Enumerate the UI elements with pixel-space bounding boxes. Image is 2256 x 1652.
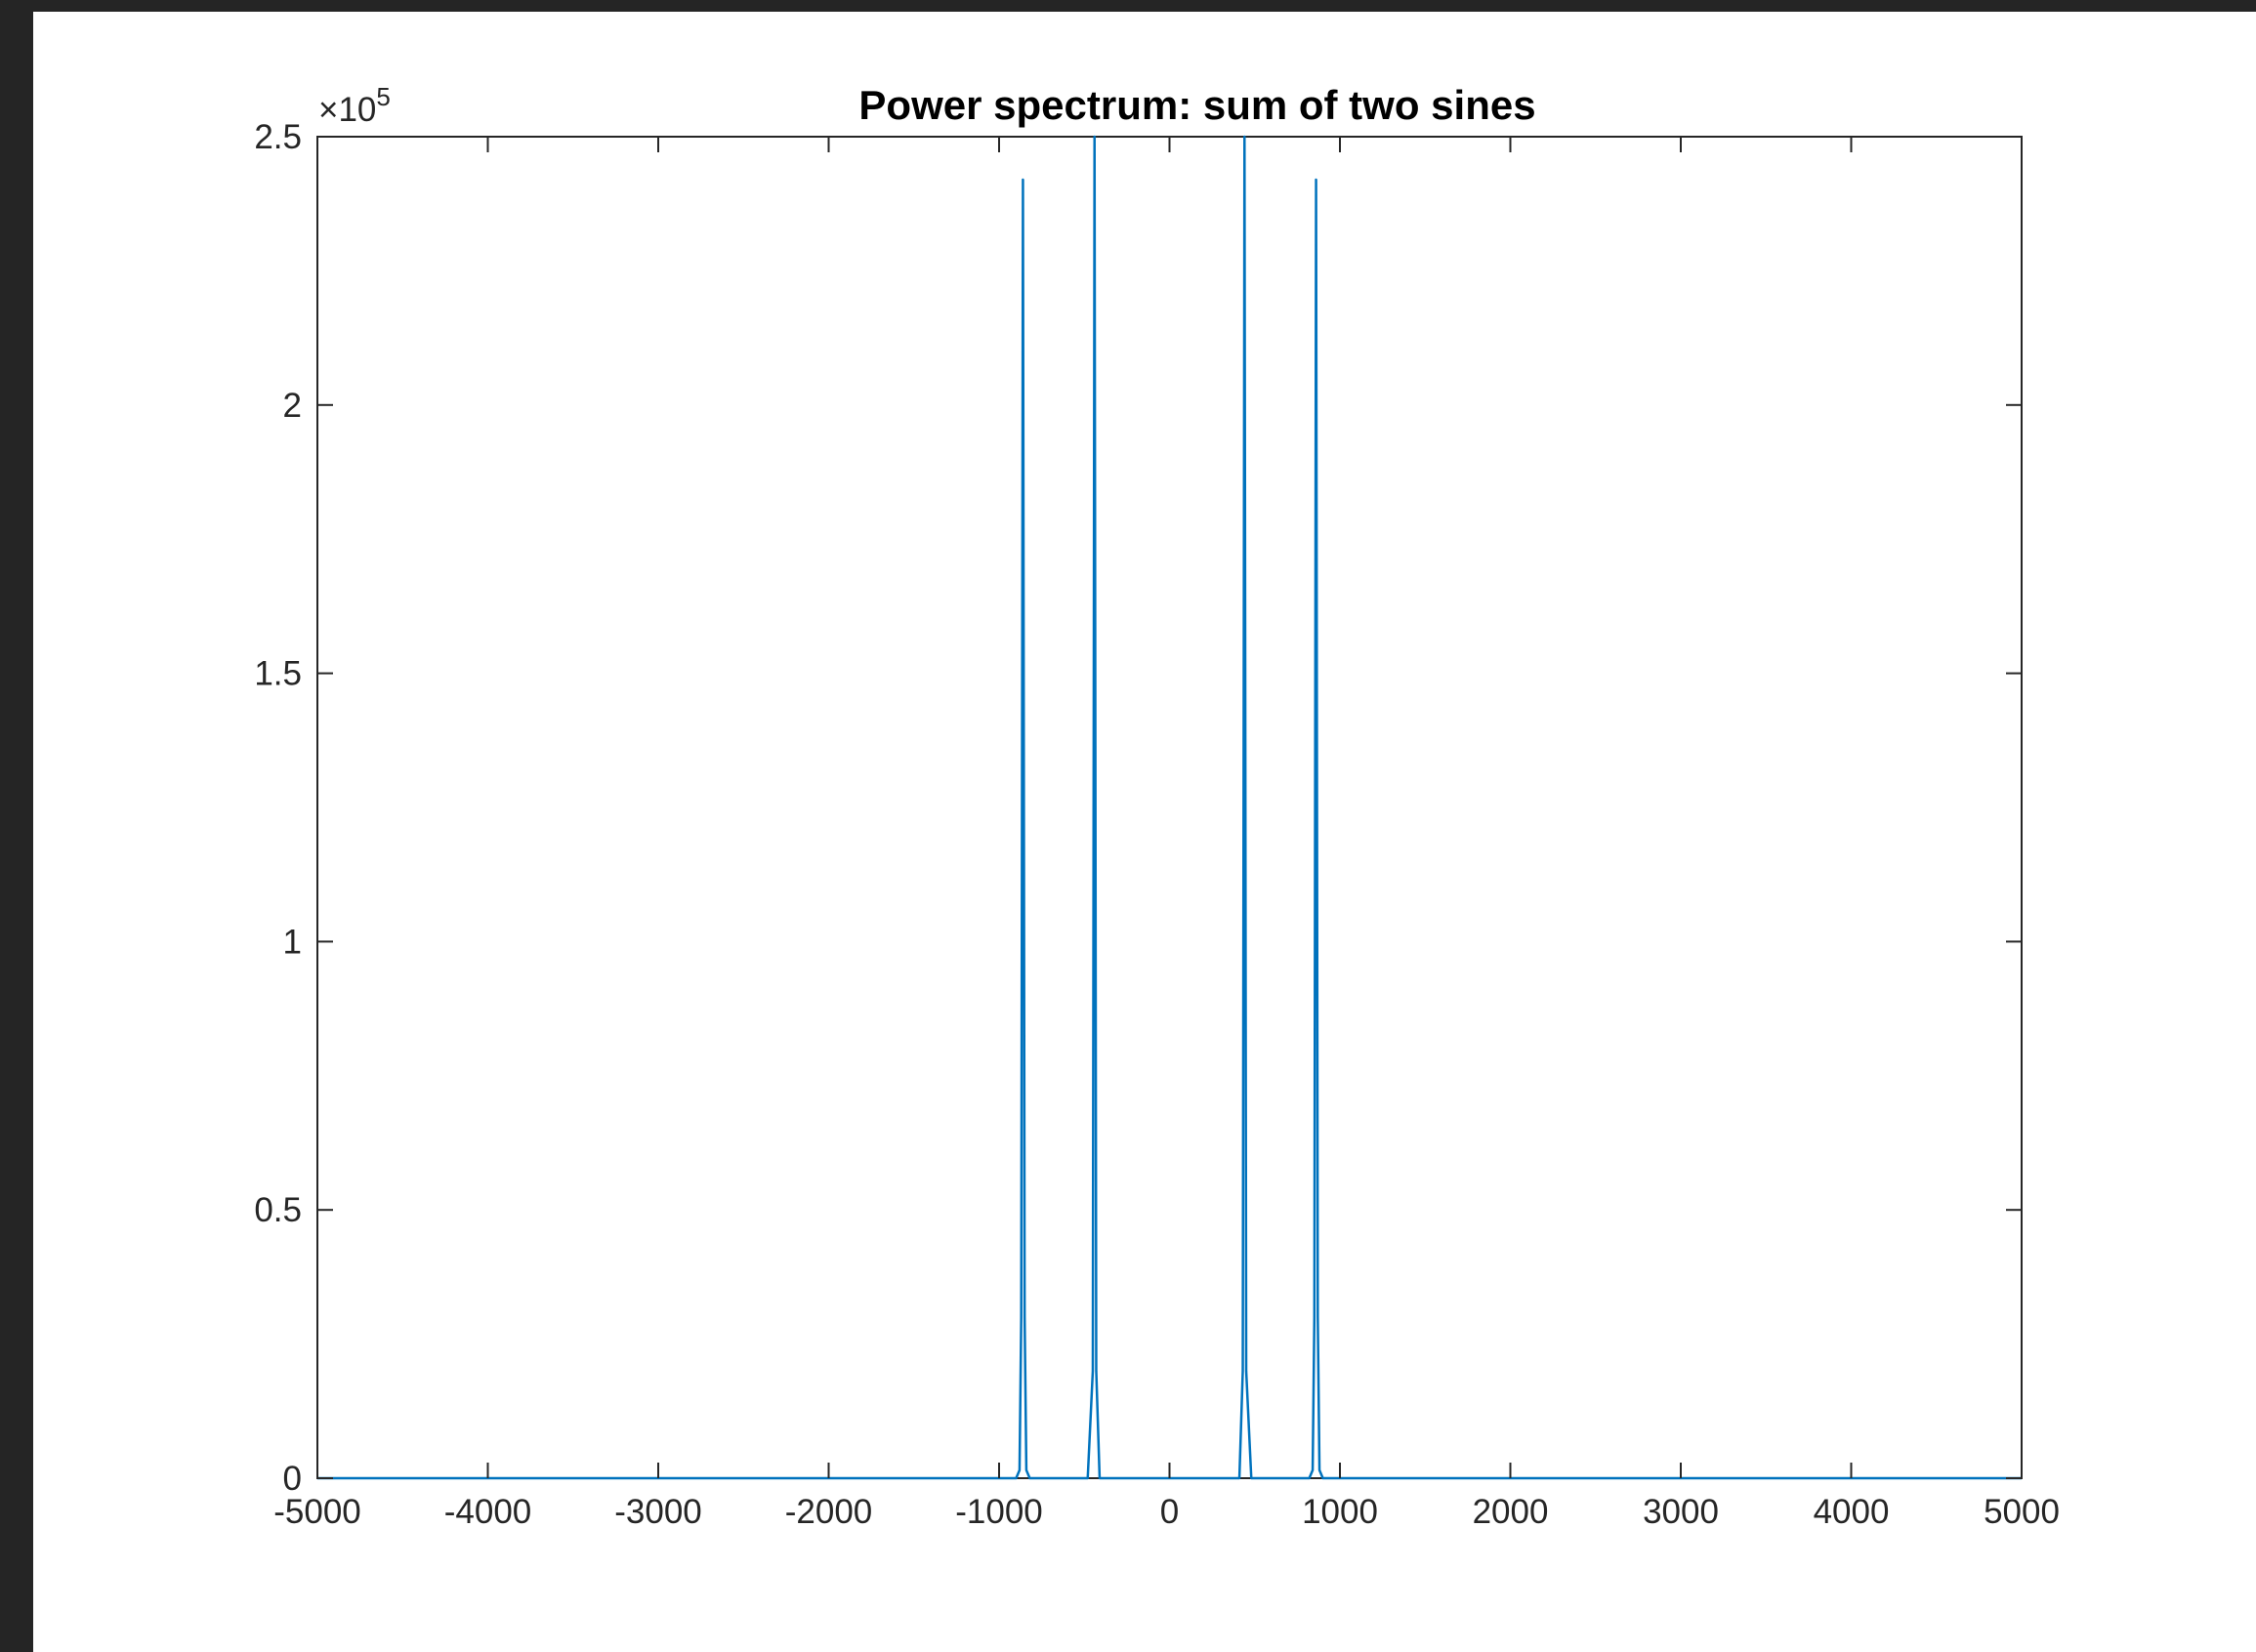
y-tick-label: 1.5 [254, 655, 302, 693]
y-tick-label: 0.5 [254, 1191, 302, 1229]
x-tick-label: -5000 [273, 1493, 361, 1531]
ticks: -5000 -4000 -3000 -2000 -1000 0 1000 2000 3000 40… [254, 118, 2060, 1531]
chart-title: Power spectrum: sum of two sines [858, 82, 1535, 128]
y-tick-label: 2.5 [254, 118, 302, 156]
power-spectrum-chart: -5000 -4000 -3000 -2000 -1000 0 1000 2000 3000 40… [254, 82, 2060, 1531]
x-tick-label: 5000 [1984, 1493, 2060, 1531]
y-tick-label: 2 [283, 387, 302, 425]
y-exponent-base: ×10 [318, 91, 376, 129]
y-exponent-label: ×105 [318, 82, 391, 129]
series-layer [317, 135, 2022, 1480]
series-line [317, 135, 2022, 1480]
axes-box [316, 136, 2023, 1479]
axes [316, 136, 2023, 1479]
x-tick-label: -1000 [955, 1493, 1043, 1531]
y-tick-label: 0 [283, 1460, 302, 1498]
x-tick-label: -2000 [785, 1493, 873, 1531]
x-tick-label: 4000 [1814, 1493, 1890, 1531]
x-tick-label: 2000 [1473, 1493, 1549, 1531]
x-tick-label: 1000 [1302, 1493, 1378, 1531]
y-tick-label: 1 [283, 923, 302, 961]
figure: -5000 -4000 -3000 -2000 -1000 0 1000 2000 3000 40… [33, 12, 2256, 1652]
x-tick-label: 0 [1160, 1493, 1179, 1531]
y-exponent-power: 5 [376, 82, 390, 111]
x-tick-label: -4000 [444, 1493, 532, 1531]
x-tick-label: -3000 [614, 1493, 702, 1531]
x-tick-label: 3000 [1643, 1493, 1719, 1531]
